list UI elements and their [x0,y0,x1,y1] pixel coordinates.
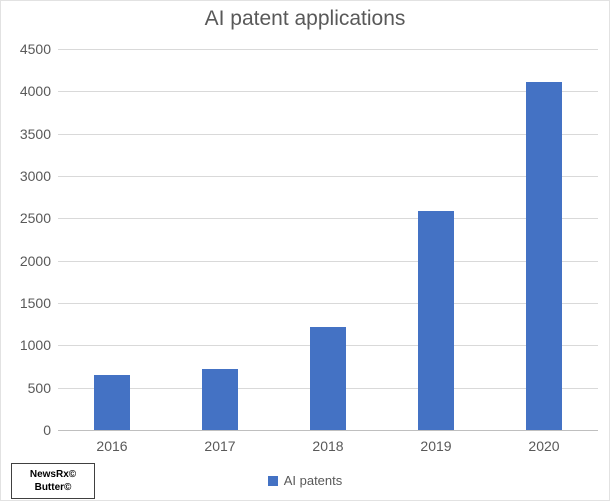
x-axis: 2016 2017 2018 2019 2020 [58,438,598,458]
chart-title: AI patent applications [204,7,406,30]
gridline [58,303,598,304]
bar-2020 [526,82,562,430]
bar-2017 [202,369,238,430]
y-axis-tick-label: 1500 [19,295,51,311]
bar-2016 [94,374,130,430]
y-axis-tick-label: 3000 [19,168,51,184]
legend-swatch-icon [267,475,278,486]
x-axis-tick-label: 2019 [420,438,452,454]
watermark-line2: Butter© [34,482,72,493]
legend-label: AI patents [283,473,343,488]
x-axis-tick-label: 2017 [204,438,236,454]
x-axis-tick-label: 2016 [96,438,128,454]
x-axis-line [58,430,598,431]
y-axis-tick-label: 2000 [19,252,51,269]
y-axis-tick-label: 1000 [19,337,51,354]
y-axis-tick-label: 2500 [19,210,51,227]
gridline [58,49,598,50]
x-axis-tick-label: 2018 [312,438,344,454]
gridline [58,218,598,220]
gridline [58,133,598,135]
y-axis-tick-label: 500 [27,379,51,396]
bar-2018 [310,326,346,430]
y-axis-tick-label: 3500 [19,125,51,142]
gridline [58,176,598,177]
watermark-line1: NewsRx© [29,469,77,480]
x-axis-tick-label: 2020 [528,438,560,454]
gridline [58,260,598,262]
gridline [58,91,598,93]
legend: AI patents [1,473,609,488]
bar-2019 [418,211,454,430]
y-axis-tick-label: 0 [43,422,51,438]
y-axis-tick-label: 4500 [19,41,51,57]
plot-area [58,49,598,431]
y-axis-tick-label: 4000 [19,83,51,100]
y-axis: 4500 4000 3500 3000 2500 2000 1500 1000 500 0 [1,42,51,437]
watermark-box: NewsRx© Butter© [11,463,95,499]
